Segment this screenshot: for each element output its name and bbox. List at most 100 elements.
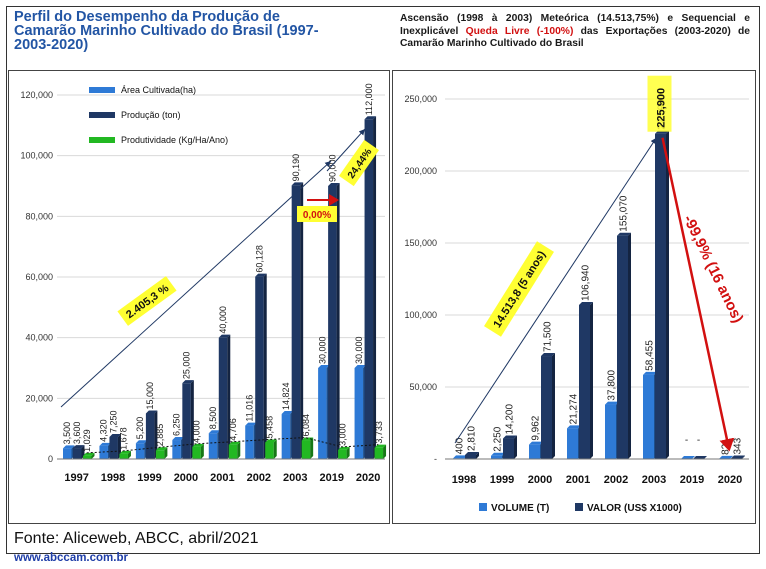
bar-volume	[491, 455, 502, 459]
bar-area-top	[208, 430, 221, 434]
bar-producao	[364, 119, 374, 459]
bar-value-label: 2,810	[467, 425, 478, 450]
bar-value-label: 5,458	[264, 416, 274, 439]
export-decline-arrow	[661, 137, 735, 452]
y-tick-label: -	[434, 454, 437, 464]
bar-area	[208, 433, 218, 459]
bar-produtividade	[155, 450, 165, 459]
bar-valor-side	[666, 130, 669, 460]
bar-valor	[579, 305, 590, 459]
bar-volume-top	[491, 452, 505, 456]
y-tick-label: 40,000	[25, 333, 53, 343]
bar-value-label: 14,824	[281, 383, 291, 411]
bar-value-label: 155,070	[619, 195, 630, 232]
bar-valor-top	[541, 353, 555, 357]
bar-producao-side	[154, 410, 158, 459]
growth-arrow	[60, 160, 332, 408]
bar-valor-top	[693, 456, 707, 459]
bar-valor-side	[742, 455, 745, 459]
bar-producao-top	[109, 434, 121, 438]
bar-value-label: 14,200	[505, 404, 516, 435]
peak-highlight	[647, 75, 672, 132]
bar-produtividade-side	[310, 437, 314, 459]
bar-value-label: -	[685, 435, 688, 446]
bar-volume-top	[529, 441, 543, 445]
bar-value-label: 400	[455, 437, 466, 454]
bar-area	[172, 440, 181, 459]
bar-area	[245, 425, 254, 459]
bar-value-label: 106,940	[581, 264, 592, 301]
bar-value-label: 25,000	[182, 352, 192, 380]
y-tick-label: 50,000	[409, 382, 437, 392]
bar-produtividade-top	[228, 441, 241, 445]
x-tick-label: 1999	[137, 472, 161, 484]
bar-area	[63, 448, 72, 459]
bar-volume	[643, 374, 654, 459]
bar-volume-top	[567, 425, 581, 429]
bar-value-label: 58,455	[645, 340, 656, 371]
bar-value-label: 40,000	[218, 306, 228, 334]
bar-valor-top	[617, 232, 631, 236]
bar-producao-top	[73, 445, 85, 449]
y-tick-label: 100,000	[404, 310, 437, 320]
bar-valor	[465, 454, 476, 459]
bar-produtividade-side	[164, 447, 168, 459]
x-tick-label: 2019	[319, 472, 343, 484]
bar-producao	[73, 448, 82, 459]
bar-value-label: 1,678	[119, 427, 129, 450]
bar-produtividade-side	[237, 441, 241, 459]
legend-label: Área Cultivada(ha)	[121, 85, 196, 95]
y-tick-label: 250,000	[404, 94, 437, 104]
bar-value-label: 11,016	[244, 395, 254, 422]
bar-value-label: 4,706	[228, 418, 238, 441]
bar-value-label: 15,000	[145, 382, 155, 410]
bar-valor-side	[590, 302, 593, 459]
bar-producao	[328, 186, 337, 459]
website-link[interactable]: www.abccam.com.br	[14, 552, 128, 564]
bar-produtividade-side	[273, 439, 277, 459]
bar-value-label: 3,733	[374, 421, 384, 444]
x-tick-label: 1997	[64, 472, 88, 484]
x-tick-label: 2001	[566, 474, 590, 486]
bar-producao	[291, 185, 301, 459]
annotation-box	[484, 241, 554, 337]
bar-produtividade-top	[374, 444, 387, 448]
y-tick-label: 100,000	[20, 151, 53, 161]
legend-swatch	[89, 87, 115, 93]
x-tick-label: 1998	[101, 472, 125, 484]
bar-producao	[218, 337, 228, 459]
bar-valor-top	[579, 302, 593, 306]
legend-label: Produtividade (Kg/Ha/Ano)	[121, 135, 228, 145]
bar-volume-top	[453, 455, 467, 459]
y-tick-label: 20,000	[25, 393, 53, 403]
y-tick-label: 200,000	[404, 166, 437, 176]
bar-producao	[255, 276, 264, 459]
bar-volume-top	[605, 401, 619, 405]
bar-value-label: 112,000	[364, 83, 374, 115]
bar-produtividade	[83, 455, 92, 459]
annotation-growth-total: 2.405,3 %	[117, 276, 177, 326]
bar-value-label: 60,128	[254, 245, 264, 273]
bar-produtividade-side	[91, 452, 95, 459]
bar-produtividade-side	[346, 446, 350, 459]
production-chart-panel: 0 20,000 40,000 60,000 80,000 100,000 120,000 3…	[8, 70, 390, 524]
bar-valor-side	[552, 353, 555, 459]
bar-valor	[617, 235, 628, 459]
legend-swatch	[89, 137, 115, 143]
bar-producao-side	[300, 182, 304, 459]
bar-area	[318, 368, 327, 459]
bar-producao-top	[145, 410, 158, 414]
bar-area-top	[245, 422, 257, 426]
x-tick-label: 2020	[356, 472, 380, 484]
bar-volume-top	[681, 456, 695, 459]
x-tick-label: 1999	[490, 474, 514, 486]
bar-producao	[109, 437, 118, 459]
bar-producao-side	[190, 380, 194, 459]
bar-area-top	[318, 365, 330, 368]
bar-value-label: 8,500	[208, 407, 218, 430]
bar-valor	[503, 438, 514, 459]
bar-producao-side	[373, 116, 377, 459]
bar-produtividade-top	[192, 443, 204, 447]
bar-producao-top	[291, 182, 304, 186]
bar-value-label: 4,320	[99, 419, 109, 442]
